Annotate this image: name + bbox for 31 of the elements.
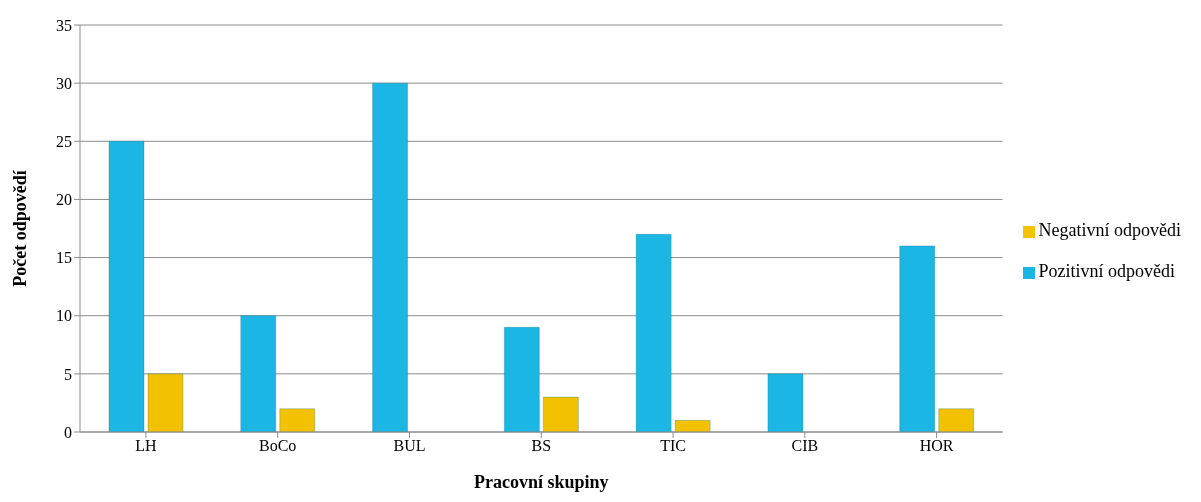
x-tick-label: TIC: [660, 437, 686, 455]
y-tick-label: 30: [56, 74, 72, 92]
x-tick-label: BS: [531, 437, 552, 455]
x-tick-label: BUL: [393, 437, 426, 455]
bar: [147, 373, 184, 432]
y-tick-label: 15: [56, 249, 72, 267]
bar: [938, 408, 975, 432]
y-tick-label: 5: [64, 365, 72, 383]
bar: [279, 408, 316, 432]
bar: [635, 233, 672, 432]
y-tick-label: 20: [56, 191, 72, 209]
x-tick-label: LH: [135, 437, 157, 455]
y-axis-title: Počet odpovědí: [10, 169, 31, 287]
bar: [108, 140, 145, 432]
bar: [503, 326, 540, 432]
y-tick-label: 35: [56, 16, 72, 34]
x-axis-title: Pracovní skupiny: [473, 472, 609, 492]
bar: [372, 82, 409, 432]
y-tick-label: 10: [56, 307, 72, 325]
legend-label: Negativní odpovědi: [1038, 220, 1181, 240]
bar: [240, 315, 277, 432]
bar: [542, 396, 579, 432]
bar: [767, 373, 804, 432]
x-tick-label: CIB: [791, 437, 819, 455]
x-tick-label: BoCo: [259, 437, 297, 455]
legend-label: Pozitivní odpovědi: [1038, 261, 1176, 281]
y-tick-label: 25: [56, 132, 72, 150]
bar: [674, 419, 711, 432]
x-tick-label: HOR: [919, 437, 954, 455]
bar: [899, 245, 936, 432]
y-tick-label: 0: [64, 423, 72, 441]
